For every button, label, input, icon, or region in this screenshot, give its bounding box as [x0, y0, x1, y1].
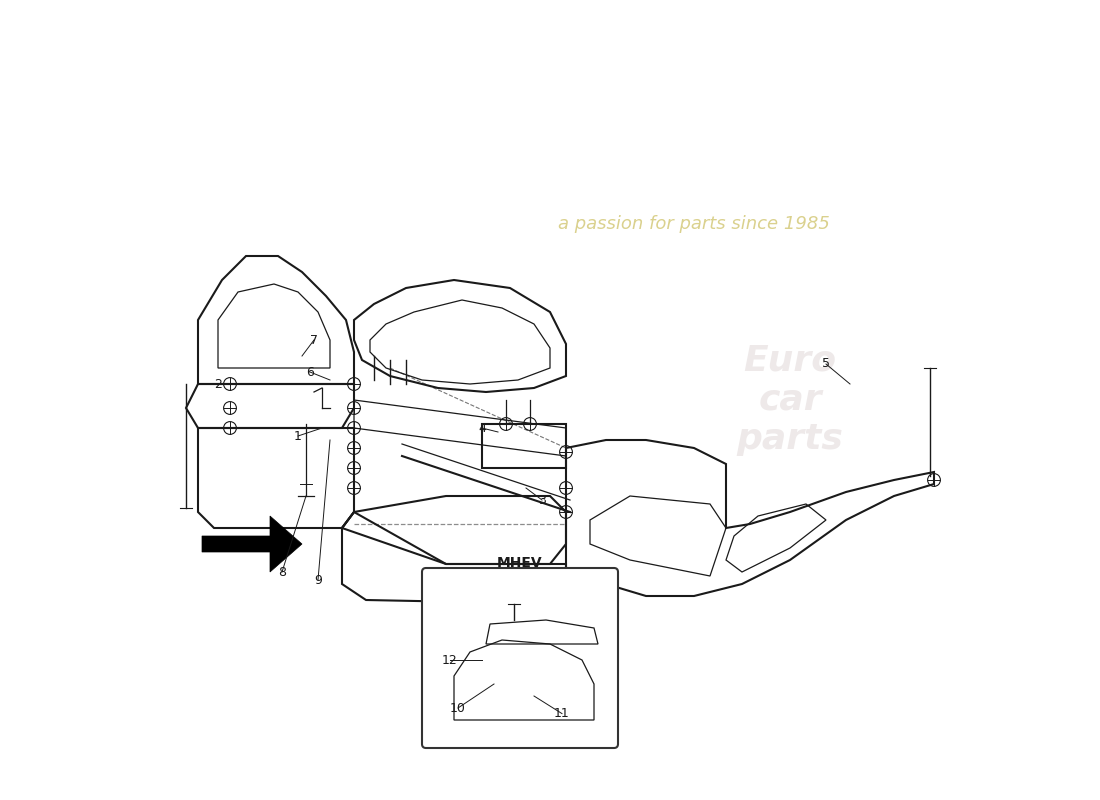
- Text: 6: 6: [306, 366, 313, 378]
- Text: Euro
car
parts: Euro car parts: [737, 344, 844, 456]
- FancyBboxPatch shape: [422, 568, 618, 748]
- Text: 2: 2: [214, 378, 222, 390]
- Text: MHEV: MHEV: [497, 556, 542, 570]
- Text: 11: 11: [554, 707, 570, 720]
- Text: 3: 3: [538, 494, 546, 506]
- Text: 8: 8: [278, 566, 286, 578]
- Text: 10: 10: [450, 702, 466, 714]
- Text: 5: 5: [822, 358, 830, 370]
- Text: a passion for parts since 1985: a passion for parts since 1985: [558, 215, 829, 233]
- Text: 1: 1: [294, 430, 301, 442]
- Text: 4: 4: [478, 422, 486, 434]
- Text: 9: 9: [315, 574, 322, 586]
- Polygon shape: [202, 516, 302, 572]
- Text: 12: 12: [442, 654, 458, 666]
- Text: 7: 7: [310, 334, 318, 346]
